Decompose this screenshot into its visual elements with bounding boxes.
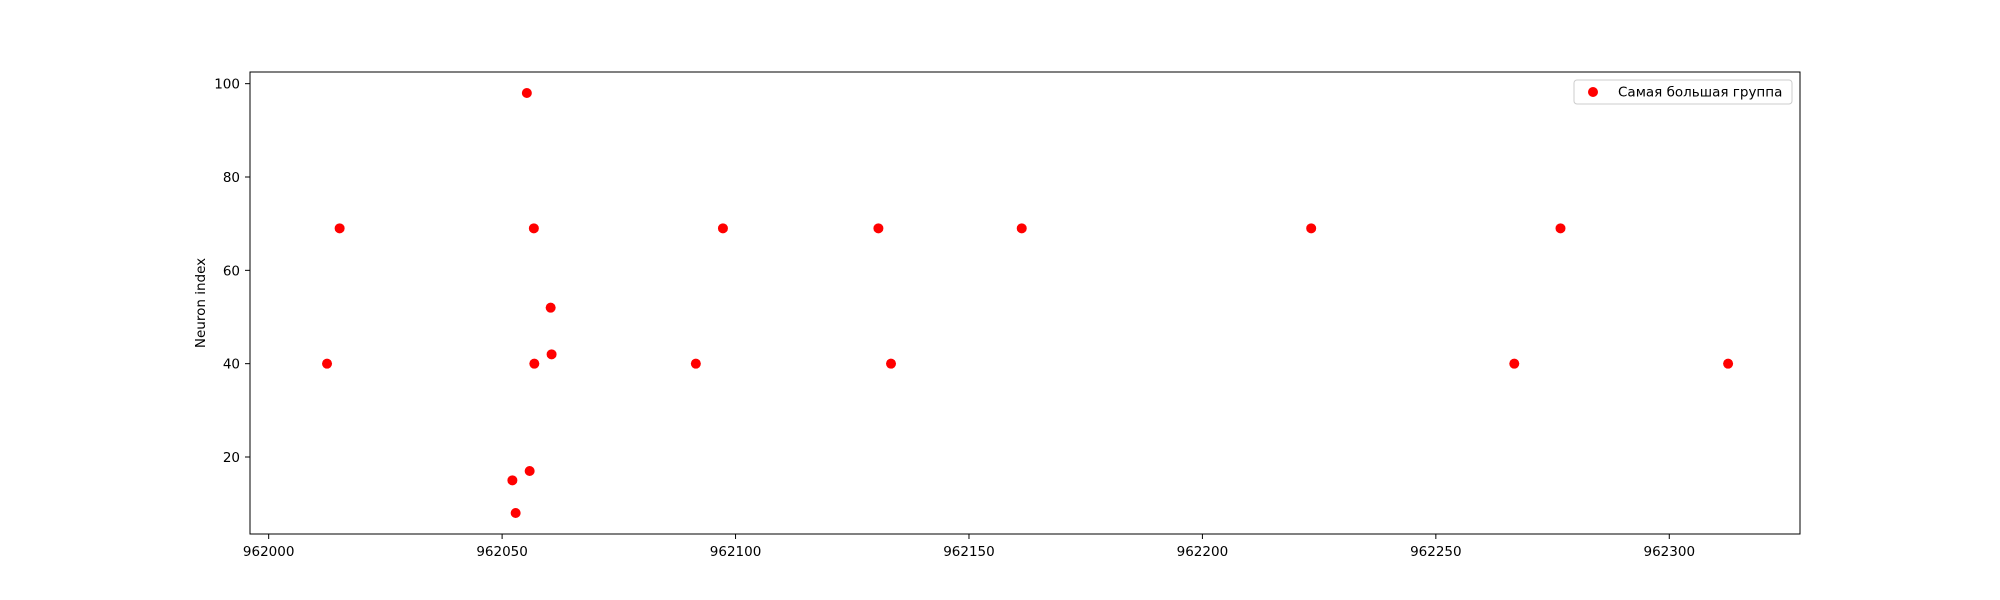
data-point (545, 302, 556, 313)
y-tick-label: 40 (223, 357, 240, 373)
legend: Самая большая группа (1573, 79, 1793, 105)
y-tick-label: 100 (214, 77, 240, 93)
plot-area (250, 72, 1800, 534)
legend-frame (1573, 79, 1793, 105)
data-point (529, 358, 540, 369)
y-tick-label: 80 (223, 170, 240, 186)
x-tick-label: 962000 (243, 544, 295, 560)
x-tick-label: 962150 (943, 544, 995, 560)
plot-frame (249, 71, 1801, 535)
data-point (1723, 358, 1734, 369)
data-point (690, 358, 701, 369)
x-tick-label: 962250 (1410, 544, 1462, 560)
data-point (521, 88, 532, 98)
data-point (1016, 223, 1027, 234)
y-axis: 20 40 60 80 100 (214, 77, 250, 466)
data-point (334, 223, 345, 234)
data-point (524, 466, 535, 476)
x-tick-label: 962300 (1644, 544, 1696, 560)
x-axis: 962000 962050 962100 962150 962200 962250 9623… (243, 534, 1695, 560)
y-tick-label: 60 (223, 263, 240, 279)
data-point (507, 475, 518, 486)
data-point (510, 508, 521, 518)
x-tick-label: 962200 (1177, 544, 1229, 560)
y-axis-label: Neuron index (193, 258, 209, 348)
y-tick-label: 20 (223, 450, 240, 466)
data-point (886, 358, 897, 369)
data-point (717, 223, 728, 234)
data-point (322, 358, 333, 369)
data-point (1306, 223, 1317, 234)
data-point (873, 223, 884, 234)
legend-marker (1588, 87, 1598, 97)
data-point (1555, 223, 1566, 234)
data-point (546, 349, 557, 360)
data-points (322, 88, 1734, 518)
x-tick-label: 962100 (710, 544, 762, 560)
data-point (1509, 358, 1520, 369)
x-tick-label: 962050 (476, 544, 528, 560)
legend-label: Самая большая группа (1618, 85, 1782, 101)
data-point (528, 223, 539, 234)
